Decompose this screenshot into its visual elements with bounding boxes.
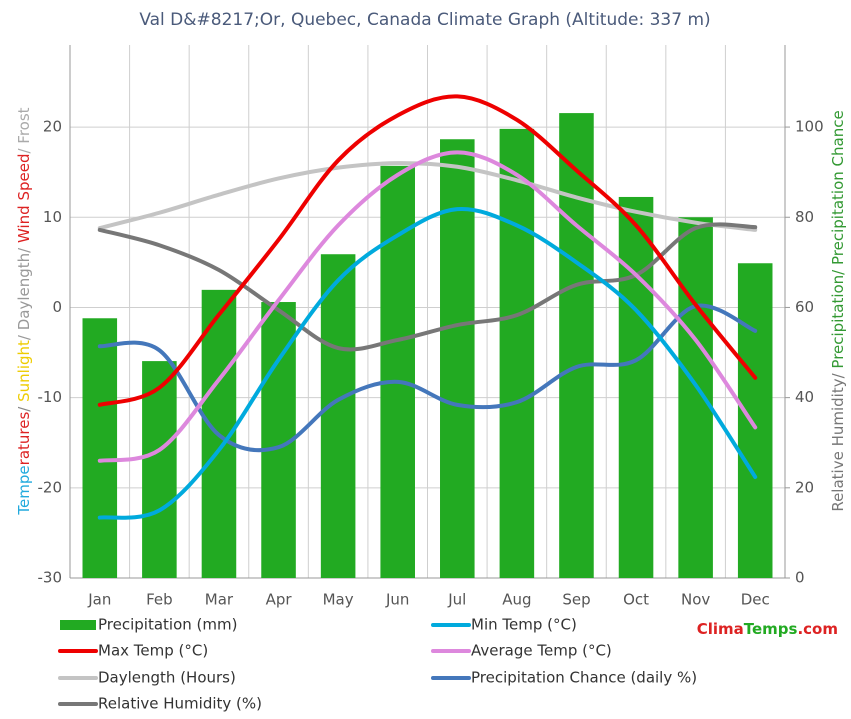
y2-tick-label: 80 — [795, 208, 814, 226]
legend-label: Precipitation (mm) — [98, 616, 237, 634]
y2-axis-label: Relative Humidity/ Precipitation/ Precip… — [829, 110, 847, 511]
legend-swatch — [60, 620, 96, 630]
legend-label: Average Temp (°C) — [471, 642, 612, 660]
bar — [559, 113, 594, 579]
bar — [499, 128, 535, 578]
x-tick-label: Dec — [741, 591, 770, 609]
label-text: Temperatures/ Sunlight/ Daylength/ Wind … — [15, 107, 33, 515]
line — [97, 161, 758, 232]
x-tick-label: Jan — [87, 591, 111, 609]
x-tick-label: Oct — [623, 591, 649, 609]
brand: ClimaTemps.com — [697, 620, 838, 638]
label-part: / — [15, 402, 33, 412]
bar — [618, 196, 654, 578]
label-part: Temps — [744, 620, 798, 638]
y2-tick-label: 60 — [795, 298, 814, 316]
bar — [440, 139, 475, 578]
label-part: Relative Humidity/ — [829, 369, 847, 512]
bar — [142, 361, 177, 578]
y-tick-label: -20 — [38, 478, 63, 496]
x-tick-label: Sep — [562, 591, 590, 609]
x-tick-label: Aug — [502, 591, 531, 609]
y2-tick-label: 40 — [795, 388, 814, 406]
x-tick-label: Apr — [266, 591, 293, 609]
line — [97, 150, 758, 463]
label-text: Relative Humidity/ Precipitation/ Precip… — [829, 110, 847, 511]
label-part: Tempe — [15, 465, 33, 515]
x-tick-label: Jun — [385, 591, 409, 609]
line — [97, 206, 758, 520]
label-part: .com — [797, 620, 838, 638]
legend-label: Relative Humidity (%) — [98, 695, 262, 713]
legend-label: Precipitation Chance (daily %) — [471, 669, 697, 687]
x-tick-label: May — [323, 591, 354, 609]
y2-tick-label: 20 — [795, 478, 814, 496]
line — [97, 303, 758, 453]
bar — [678, 217, 713, 578]
y-tick-label: -10 — [38, 388, 63, 406]
y-axis-label: Temperatures/ Sunlight/ Daylength/ Wind … — [15, 107, 33, 515]
label-part: ratures — [15, 412, 33, 466]
label-part: Sunlight — [15, 340, 33, 402]
x-tick-label: Nov — [681, 591, 710, 609]
legend-label: Min Temp (°C) — [471, 616, 577, 634]
y2-tick-label: 0 — [795, 569, 805, 587]
y-tick-label: 0 — [52, 298, 62, 316]
y-tick-label: -30 — [38, 569, 63, 587]
label-part: Clima — [697, 620, 744, 638]
bar — [737, 263, 773, 578]
legend-label: Daylength (Hours) — [98, 669, 236, 687]
x-tick-label: Mar — [205, 591, 234, 609]
bar — [320, 254, 356, 578]
chart-title: Val D&#8217;Or, Quebec, Canada Climate G… — [139, 10, 710, 30]
label-text: ClimaTemps.com — [697, 620, 838, 638]
bar — [82, 318, 118, 578]
x-tick-label: Jul — [447, 591, 466, 609]
label-part: Precipitation/ Precipitation Chance — [829, 110, 847, 368]
y2-tick-label: 100 — [795, 118, 824, 136]
label-part: Wind Speed — [15, 154, 33, 244]
label-part: / Daylength/ — [15, 243, 33, 340]
line — [97, 94, 758, 407]
label-part: / Frost — [15, 107, 33, 153]
x-tick-label: Feb — [146, 591, 173, 609]
legend-label: Max Temp (°C) — [98, 642, 208, 660]
y-tick-label: 20 — [43, 118, 62, 136]
y-tick-label: 10 — [43, 208, 62, 226]
line — [97, 222, 758, 352]
